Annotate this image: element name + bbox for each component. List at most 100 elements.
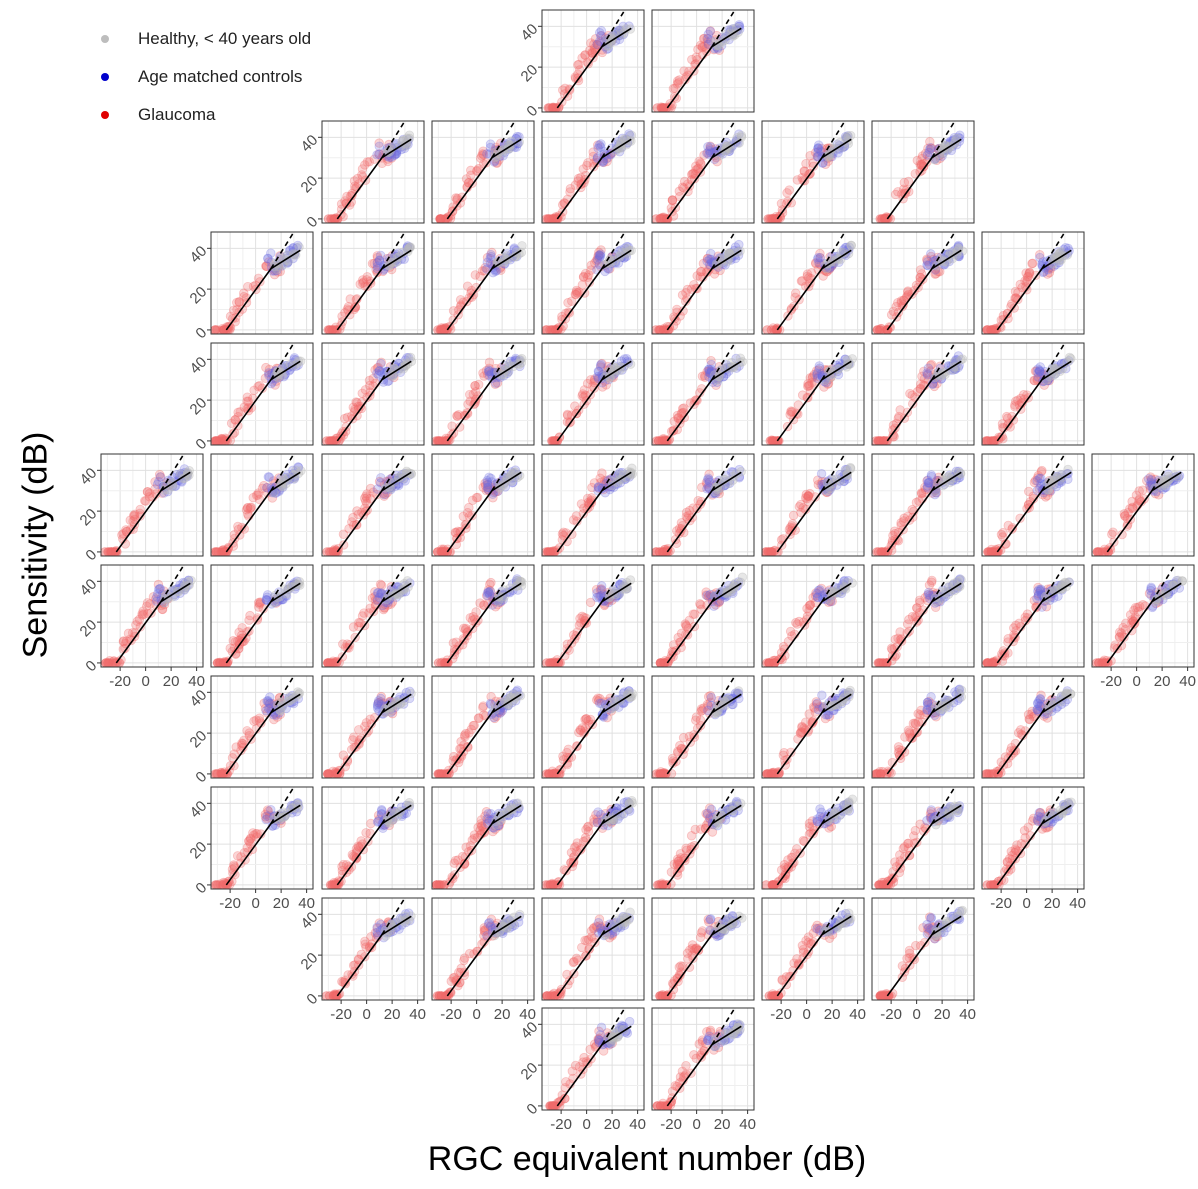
point-control bbox=[152, 592, 162, 602]
point-control bbox=[620, 243, 630, 253]
model-fit-line bbox=[225, 360, 301, 442]
panel-background bbox=[872, 232, 974, 334]
point-glaucoma bbox=[232, 297, 242, 308]
point-glaucoma bbox=[895, 405, 905, 415]
point-glaucoma-floor bbox=[659, 103, 669, 112]
y-tick-label: 0 bbox=[303, 213, 321, 231]
point-control bbox=[502, 249, 512, 259]
panel-r4-c7 bbox=[871, 453, 975, 557]
point-glaucoma bbox=[562, 91, 573, 101]
point-glaucoma bbox=[679, 176, 690, 187]
point-glaucoma bbox=[912, 603, 922, 613]
point-control bbox=[484, 589, 495, 599]
point-glaucoma bbox=[376, 357, 386, 367]
point-healthy bbox=[736, 130, 747, 141]
legend-dot-controls bbox=[101, 73, 109, 81]
point-glaucoma bbox=[597, 468, 607, 478]
panel-background bbox=[982, 343, 1084, 445]
dashed-linear-extension bbox=[1041, 232, 1066, 270]
point-glaucoma bbox=[487, 367, 497, 377]
point-glaucoma bbox=[589, 383, 599, 393]
point-glaucoma bbox=[260, 373, 271, 383]
point-healthy bbox=[406, 356, 417, 367]
point-control bbox=[393, 358, 404, 369]
point-glaucoma bbox=[705, 144, 715, 154]
point-glaucoma bbox=[336, 199, 347, 209]
point-glaucoma bbox=[463, 399, 473, 410]
panel-points bbox=[652, 239, 745, 334]
point-glaucoma bbox=[355, 618, 366, 628]
point-glaucoma-floor bbox=[652, 325, 661, 334]
point-control bbox=[955, 133, 965, 143]
point-glaucoma bbox=[690, 396, 700, 406]
point-glaucoma bbox=[698, 258, 709, 269]
point-glaucoma bbox=[691, 165, 701, 175]
point-glaucoma bbox=[382, 254, 392, 264]
point-glaucoma bbox=[234, 297, 244, 307]
point-control bbox=[614, 246, 624, 256]
panel-r2-c7 bbox=[871, 231, 975, 335]
point-control bbox=[596, 139, 606, 149]
point-glaucoma bbox=[700, 372, 710, 382]
point-glaucoma bbox=[582, 378, 593, 389]
point-glaucoma bbox=[249, 385, 259, 396]
point-glaucoma bbox=[908, 399, 918, 409]
point-glaucoma bbox=[711, 380, 721, 390]
point-glaucoma bbox=[996, 529, 1007, 540]
point-glaucoma bbox=[579, 385, 590, 395]
point-glaucoma bbox=[361, 275, 372, 285]
point-control bbox=[374, 256, 385, 266]
x-axis-title-container: RGC equivalent number (dB) bbox=[0, 1140, 1198, 1179]
point-glaucoma-floor bbox=[103, 658, 113, 667]
point-control bbox=[402, 242, 413, 252]
point-glaucoma bbox=[782, 188, 792, 198]
point-glaucoma bbox=[601, 380, 611, 390]
point-glaucoma bbox=[471, 394, 481, 404]
point-glaucoma bbox=[925, 360, 936, 370]
panel-background bbox=[542, 232, 644, 334]
panel-border bbox=[871, 231, 975, 335]
point-control bbox=[940, 250, 950, 260]
point-glaucoma-floor bbox=[325, 658, 335, 667]
point-healthy bbox=[956, 575, 966, 585]
point-glaucoma bbox=[590, 34, 601, 44]
point-glaucoma bbox=[248, 492, 258, 503]
point-glaucoma bbox=[932, 155, 942, 166]
point-glaucoma bbox=[712, 30, 722, 41]
point-control bbox=[619, 354, 630, 364]
x-axis-title: RGC equivalent number (dB) bbox=[427, 1140, 867, 1178]
panel-r5-c2 bbox=[321, 564, 425, 668]
point-glaucoma bbox=[451, 193, 461, 203]
point-control bbox=[511, 353, 521, 364]
point-glaucoma bbox=[817, 143, 827, 154]
point-glaucoma bbox=[1022, 272, 1033, 282]
point-glaucoma bbox=[345, 294, 355, 304]
point-glaucoma bbox=[466, 165, 476, 176]
point-glaucoma bbox=[792, 175, 803, 185]
point-glaucoma bbox=[1010, 293, 1020, 303]
panel-border bbox=[321, 120, 425, 224]
point-control bbox=[514, 355, 525, 365]
point-glaucoma bbox=[702, 33, 712, 44]
point-glaucoma bbox=[466, 170, 476, 180]
panel-background bbox=[872, 121, 974, 223]
panel-background bbox=[542, 10, 644, 112]
point-glaucoma bbox=[492, 378, 503, 388]
point-glaucoma bbox=[803, 379, 813, 389]
point-glaucoma bbox=[815, 146, 826, 156]
point-glaucoma bbox=[697, 371, 708, 381]
panel-r2-c1: 0 20 40 bbox=[187, 231, 314, 342]
point-glaucoma bbox=[362, 392, 372, 403]
point-glaucoma bbox=[472, 166, 482, 176]
point-glaucoma bbox=[668, 83, 679, 94]
point-glaucoma bbox=[802, 381, 813, 391]
point-control bbox=[816, 469, 827, 479]
point-control bbox=[827, 151, 837, 162]
point-healthy bbox=[736, 132, 747, 142]
point-glaucoma bbox=[350, 302, 361, 312]
point-control bbox=[484, 365, 494, 375]
point-glaucoma bbox=[239, 288, 249, 298]
point-control bbox=[734, 239, 744, 250]
point-glaucoma bbox=[574, 287, 584, 297]
